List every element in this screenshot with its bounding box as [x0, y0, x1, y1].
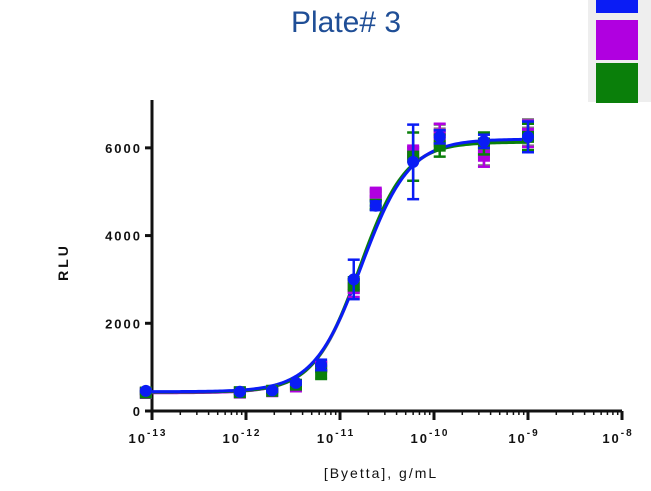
fit-curve: [145, 138, 529, 395]
data-point: [407, 155, 420, 168]
series-points: [139, 122, 534, 399]
x-tick-exponent: -11: [335, 428, 355, 439]
x-tick-base: 10: [317, 431, 335, 446]
x-tick-base: 10: [508, 431, 526, 446]
data-point: [347, 273, 360, 286]
chart-title: Plate# 3: [291, 6, 401, 39]
x-tick-exponent: -13: [147, 428, 167, 439]
y-axis-label: RLU: [55, 243, 71, 281]
series-points: [139, 119, 534, 400]
x-tick-label: 10-12: [223, 428, 262, 446]
x-tick-label: 10-9: [508, 428, 539, 446]
fit-curves: [145, 137, 529, 395]
data-point: [266, 384, 279, 397]
y-tick-label: 6000: [105, 141, 142, 156]
x-tick-exponent: -10: [429, 428, 449, 439]
x-tick-exponent: -9: [527, 428, 540, 439]
data-point: [315, 358, 328, 371]
data-point: [477, 135, 490, 148]
data-point: [233, 385, 246, 398]
data-point: [369, 199, 382, 212]
x-tick-label: 10-13: [129, 428, 168, 446]
y-axis-ticks: 0 2000 4000 6000: [105, 141, 152, 419]
x-tick-exponent: -12: [241, 428, 261, 439]
data-point: [289, 376, 302, 389]
x-tick-base: 10: [223, 431, 241, 446]
legend-swatch: [596, 20, 638, 60]
data-point: [522, 130, 534, 143]
series-points: [139, 120, 534, 398]
axes: 10-13 10-12 10-11 10-10 10-9 10-8 02000400060…: [105, 100, 633, 446]
x-tick-label: 10-11: [317, 428, 355, 446]
legend-swatch: [596, 63, 638, 103]
x-tick-exponent: -8: [621, 428, 634, 439]
legend: [588, 0, 651, 103]
x-axis-ticks: 10-13 10-12 10-11 10-10 10-9 10-8: [129, 411, 633, 446]
data-points: [139, 118, 534, 400]
series-points: [139, 118, 534, 399]
data-point: [433, 130, 446, 143]
y-tick-label: 2000: [105, 316, 142, 331]
x-axis-label: [Byetta], g/mL: [324, 465, 438, 481]
x-tick-label: 10-8: [602, 428, 633, 446]
x-tick-label: 10-10: [411, 428, 450, 446]
data-point: [477, 149, 490, 162]
x-tick-base: 10: [411, 431, 429, 446]
y-tick-label: 0: [133, 404, 142, 419]
legend-swatch: [596, 0, 638, 13]
fit-curve: [145, 140, 529, 394]
y-tick-label: 4000: [105, 229, 142, 244]
x-tick-base: 10: [602, 431, 620, 446]
data-point: [139, 384, 152, 397]
data-point: [369, 186, 382, 199]
fit-curve: [145, 137, 529, 394]
fit-curve: [145, 139, 529, 395]
x-tick-base: 10: [129, 431, 147, 446]
